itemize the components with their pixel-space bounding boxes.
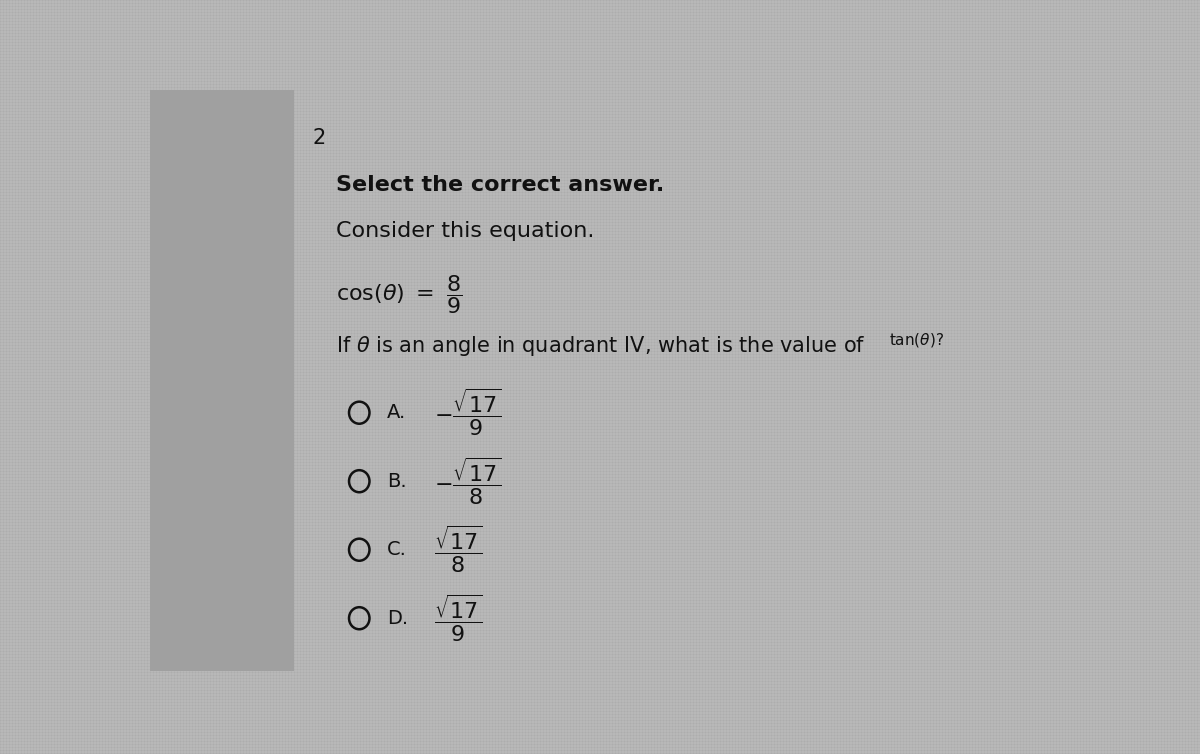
Text: B.: B. — [388, 472, 407, 491]
Text: If $\theta$ is an angle in quadrant IV, what is the value of: If $\theta$ is an angle in quadrant IV, … — [336, 334, 865, 358]
Text: $\mathrm{tan}(\theta)$?: $\mathrm{tan}(\theta)$? — [889, 332, 944, 349]
Text: C.: C. — [388, 540, 407, 559]
Text: $\dfrac{\sqrt{17}}{8}$: $\dfrac{\sqrt{17}}{8}$ — [433, 524, 482, 575]
Text: A.: A. — [388, 403, 407, 422]
Text: $\mathrm{cos}(\theta)\ =\ \dfrac{8}{9}$: $\mathrm{cos}(\theta)\ =\ \dfrac{8}{9}$ — [336, 274, 462, 317]
Text: Select the correct answer.: Select the correct answer. — [336, 175, 665, 195]
Text: 2: 2 — [313, 128, 326, 149]
Text: $-\dfrac{\sqrt{17}}{9}$: $-\dfrac{\sqrt{17}}{9}$ — [433, 387, 500, 438]
Text: Consider this equation.: Consider this equation. — [336, 221, 594, 241]
Text: $\dfrac{\sqrt{17}}{9}$: $\dfrac{\sqrt{17}}{9}$ — [433, 593, 482, 644]
Text: D.: D. — [388, 608, 408, 628]
Bar — [150, 90, 294, 671]
Text: $-\dfrac{\sqrt{17}}{8}$: $-\dfrac{\sqrt{17}}{8}$ — [433, 455, 500, 507]
